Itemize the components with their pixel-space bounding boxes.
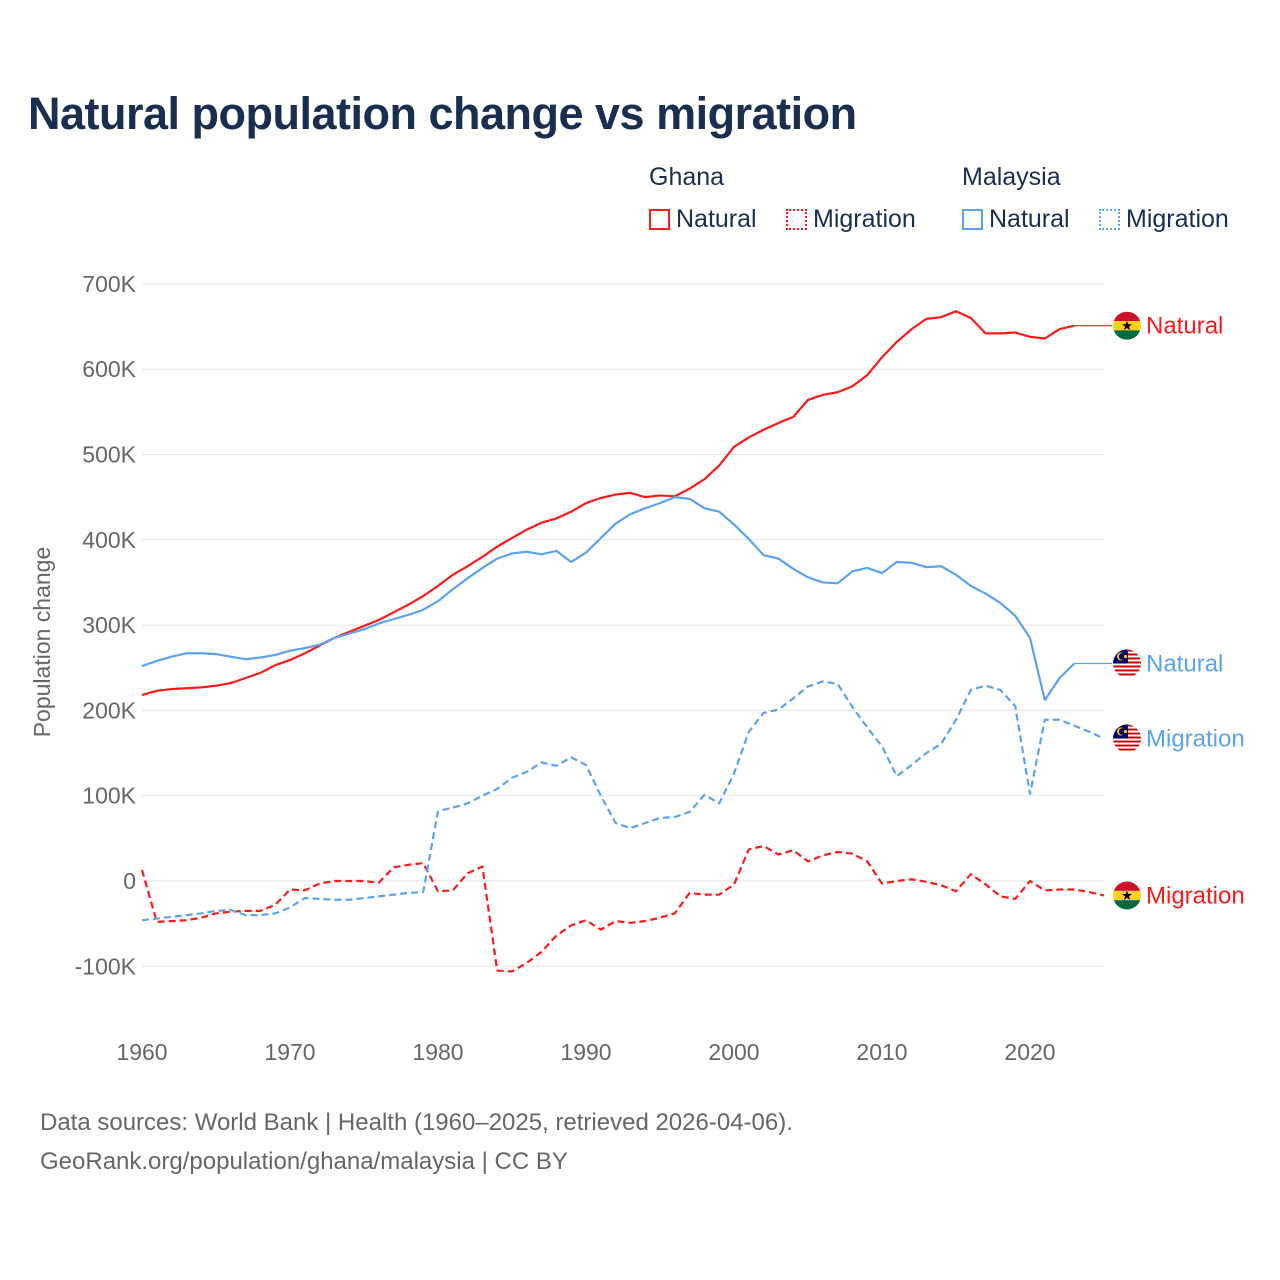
x-tick-label: 1990 xyxy=(560,1039,611,1065)
ghana-flag-icon xyxy=(1113,311,1141,340)
chart-title: Natural population change vs migration xyxy=(28,88,857,139)
y-axis-label: Population change xyxy=(29,547,55,738)
legend-swatch-solid xyxy=(649,209,670,230)
malaysia-flag-icon xyxy=(1113,649,1141,678)
footer-sources: Data sources: World Bank | Health (1960–… xyxy=(40,1109,793,1136)
x-tick-label: 1980 xyxy=(412,1039,463,1065)
legend-label: Natural xyxy=(676,205,757,233)
end-label-malaysia-natural: Natural xyxy=(1146,650,1223,677)
legend-malaysia-migration[interactable]: Migration xyxy=(1099,205,1229,234)
series-line-ghana-migration xyxy=(140,844,1105,973)
series-line-ghana-natural xyxy=(141,310,1075,697)
y-tick-label: 400K xyxy=(82,527,136,553)
end-label-ghana-migration: Migration xyxy=(1146,883,1245,910)
series-line-malaysia-migration xyxy=(141,680,1105,922)
y-tick-label: 500K xyxy=(82,442,136,468)
legend-swatch-dotted xyxy=(1099,209,1120,230)
legend-swatch-solid xyxy=(962,209,983,230)
end-label-ghana-natural: Natural xyxy=(1146,313,1223,340)
ghana-flag-icon xyxy=(1113,881,1141,910)
y-tick-label: 300K xyxy=(82,612,136,638)
y-tick-label: 200K xyxy=(82,697,136,723)
y-tick-label: 100K xyxy=(82,783,136,809)
legend-ghana-natural[interactable]: Natural xyxy=(649,205,757,234)
y-tick-label: 0 xyxy=(123,868,136,894)
legend-group-ghana: Ghana xyxy=(649,163,725,191)
y-tick-label: 700K xyxy=(82,271,136,297)
x-tick-label: 1970 xyxy=(264,1039,315,1065)
y-tick-label: -100K xyxy=(75,953,137,979)
legend-label: Natural xyxy=(989,205,1070,233)
y-tick-label: 600K xyxy=(82,356,136,382)
legend-malaysia-natural[interactable]: Natural xyxy=(962,205,1070,234)
x-tick-label: 2010 xyxy=(856,1039,907,1065)
legend-group-malaysia: Malaysia xyxy=(962,163,1061,191)
legend-label: Migration xyxy=(813,205,916,233)
legend-swatch-dotted xyxy=(786,209,807,230)
end-label-malaysia-migration: Migration xyxy=(1146,726,1245,753)
series-line-malaysia-natural xyxy=(141,496,1076,702)
legend-label: Migration xyxy=(1126,205,1229,233)
x-tick-label: 2000 xyxy=(708,1039,759,1065)
malaysia-flag-icon xyxy=(1113,724,1141,753)
x-tick-label: 2020 xyxy=(1004,1039,1055,1065)
footer-attribution: GeoRank.org/population/ghana/malaysia | … xyxy=(40,1148,568,1175)
legend-ghana-migration[interactable]: Migration xyxy=(786,205,916,234)
x-tick-label: 1960 xyxy=(116,1039,167,1065)
